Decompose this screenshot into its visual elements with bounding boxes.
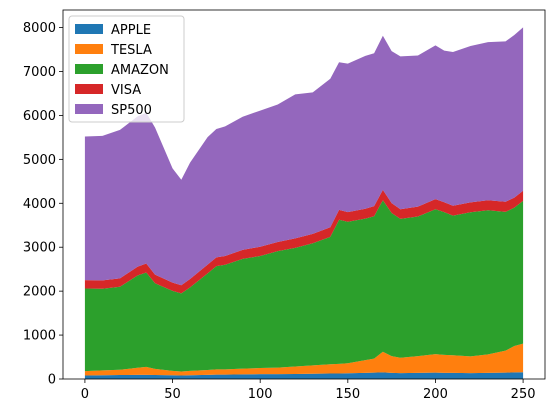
legend-label-tesla: TESLA xyxy=(110,43,152,58)
y-tick-label: 6000 xyxy=(23,109,56,124)
legend-box xyxy=(68,15,185,123)
y-tick-label: 3000 xyxy=(23,241,56,256)
area-amazon xyxy=(84,200,524,372)
y-tick-label: 2000 xyxy=(23,285,56,300)
area-visa xyxy=(84,189,524,294)
y-tick-label: 1000 xyxy=(23,329,56,344)
area-tesla xyxy=(84,343,524,376)
axes-frame xyxy=(62,9,546,380)
x-tick-label: 250 xyxy=(511,387,536,402)
x-tick-label: 50 xyxy=(164,387,181,402)
x-tick-label: 200 xyxy=(423,387,448,402)
legend-swatch-amazon xyxy=(75,64,103,74)
axes-group: 0 50 100 150 200 250 0 1000 2000 3000 4000 5000 6000… xyxy=(23,9,546,402)
y-tick-label: 4000 xyxy=(23,197,56,212)
y-tick-label: 7000 xyxy=(23,65,56,80)
area-series-group xyxy=(84,27,524,379)
legend-label-amazon: AMAZON xyxy=(111,63,169,78)
legend-swatch-visa xyxy=(75,84,103,94)
legend-label-apple: APPLE xyxy=(111,23,151,38)
y-tick-label: 8000 xyxy=(23,21,56,36)
legend-swatch-apple xyxy=(75,24,103,34)
legend-swatch-sp500 xyxy=(75,104,103,114)
y-tick-label: 5000 xyxy=(23,153,56,168)
x-tick-label: 150 xyxy=(335,387,360,402)
legend-label-visa: VISA xyxy=(111,83,141,98)
y-tick-label: 0 xyxy=(48,373,56,388)
legend-label-sp500: SP500 xyxy=(111,103,152,118)
x-tick-label: 0 xyxy=(81,387,89,402)
area-apple xyxy=(84,372,524,379)
legend-swatch-tesla xyxy=(75,44,103,54)
x-tick-label: 100 xyxy=(248,387,273,402)
legend: APPLE TESLA AMAZON VISA SP500 xyxy=(68,15,185,123)
area-sp500 xyxy=(84,27,524,286)
